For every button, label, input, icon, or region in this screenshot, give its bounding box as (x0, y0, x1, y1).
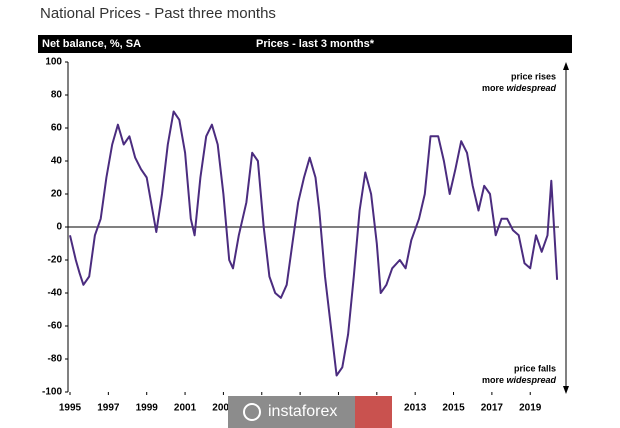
y-tick-label: 100 (45, 57, 62, 68)
x-tick-label: 2001 (174, 403, 197, 414)
y-tick-label: -100 (42, 387, 62, 398)
data-line (69, 110, 559, 377)
x-tick-label: 2019 (519, 403, 542, 414)
x-tick-label: 2015 (442, 403, 465, 414)
note-bottom: price falls (514, 363, 556, 373)
x-tick-label: 1999 (136, 403, 159, 414)
note-text: widespread (506, 83, 556, 93)
y-tick-label: 40 (51, 156, 63, 167)
y-tick-label: -80 (48, 354, 63, 365)
watermark-text: instaforex (268, 403, 337, 420)
y-tick-label: 80 (51, 90, 63, 101)
watermark-logo (243, 403, 261, 421)
arrow-head (563, 62, 569, 70)
y-tick-label: -60 (48, 321, 63, 332)
y-axis-label: Net balance, %, SA (42, 38, 141, 50)
x-tick-label: 2017 (481, 403, 504, 414)
note-bottom-2: more widespread (482, 375, 557, 385)
note-top: price rises (511, 71, 556, 81)
y-tick-label: -20 (48, 255, 63, 266)
y-tick-label: 20 (51, 189, 63, 200)
y-tick-label: -40 (48, 288, 63, 299)
note-top-2: more widespread (482, 83, 557, 93)
x-tick-label: 2013 (404, 403, 427, 414)
note-text: widespread (506, 375, 556, 385)
plot-area: -100 -80 -60 -40 -20 0 20 40 60 80 100 1995 1997 1999… (42, 57, 559, 414)
watermark-accent (355, 396, 392, 428)
x-tick-label: 1995 (59, 403, 82, 414)
x-tick-label: 1997 (97, 403, 120, 414)
header-bar (38, 35, 572, 53)
arrow-head (563, 386, 569, 394)
x-tick-label: 2003 (212, 403, 235, 414)
chart-title: National Prices - Past three months (40, 5, 276, 22)
watermark: instaforex (228, 396, 392, 428)
y-tick-label: 0 (56, 222, 62, 233)
y-tick-label: 60 (51, 123, 63, 134)
subtitle: Prices - last 3 months* (256, 38, 375, 50)
note-text: more (482, 83, 504, 93)
note-text: more (482, 375, 504, 385)
